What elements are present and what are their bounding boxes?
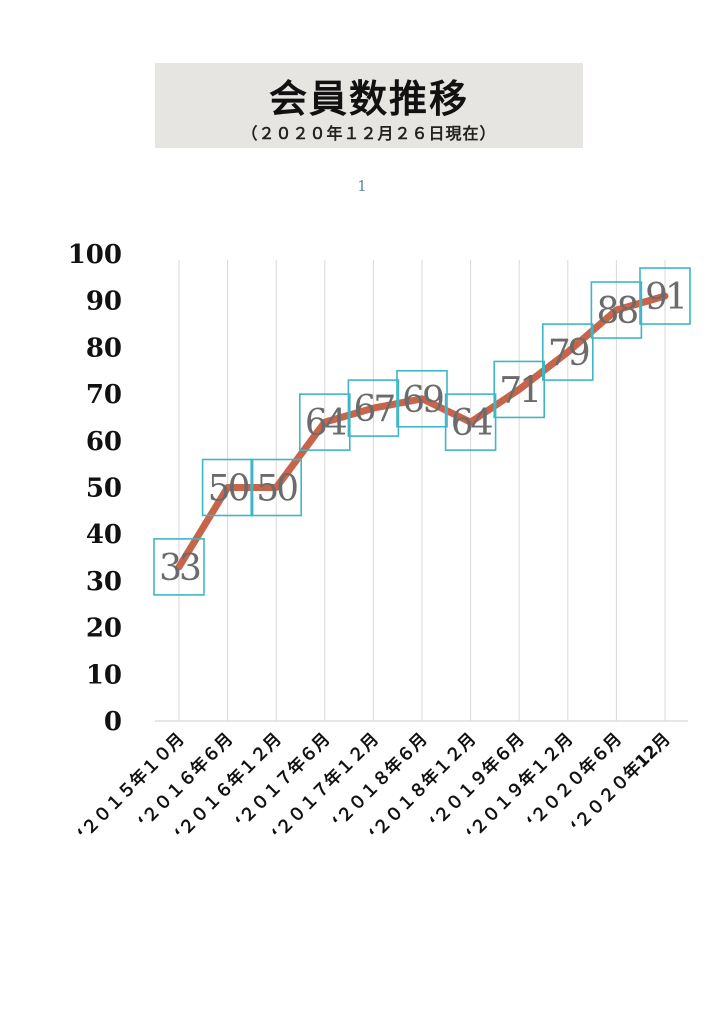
gridlines <box>178 260 666 721</box>
data-label-box <box>347 379 400 437</box>
y-tick-labels: 0 10 20 30 40 50 60 70 80 90 100 <box>68 240 122 737</box>
y-tick-label: 60 <box>86 427 122 457</box>
data-point <box>225 485 231 490</box>
y-tick-label: 10 <box>86 660 122 690</box>
chart-subtitle: （２０２０年１２月２６日現在） <box>241 124 497 143</box>
data-label-box <box>541 323 594 381</box>
data-label-box <box>298 393 351 451</box>
data-label: 64 <box>298 393 351 451</box>
y-tick-label: 30 <box>86 567 122 597</box>
y-tick-label: 40 <box>86 520 122 550</box>
data-label: 50 <box>201 458 254 517</box>
y-tick-label: 20 <box>86 614 122 644</box>
data-point <box>565 349 571 355</box>
data-point <box>370 405 376 411</box>
data-point <box>468 419 474 425</box>
data-label-text: 79 <box>548 333 589 374</box>
series-line-layer <box>175 292 669 571</box>
data-label-text: 91 <box>645 277 685 318</box>
data-label: 64 <box>444 393 497 451</box>
chart-title: 会員数推移 <box>268 77 469 121</box>
title-box: 会員数推移 （２０２０年１２月２６日現在） <box>155 63 583 148</box>
data-point <box>176 564 182 570</box>
page-number: 1 <box>357 177 367 195</box>
x-tick-labels: ‘２０１５年１０月‘２０１６年６月‘２０１６年１２月‘２０１７年６月‘２０１７年… <box>73 729 675 845</box>
data-label: 67 <box>347 379 400 437</box>
data-label-box <box>153 538 205 596</box>
data-label-text: 71 <box>499 370 539 411</box>
data-label: 69 <box>396 369 448 428</box>
data-label-box <box>201 458 254 517</box>
data-label: 50 <box>250 458 302 517</box>
data-label-box <box>444 393 497 451</box>
y-tick-label: 90 <box>86 287 122 317</box>
data-label: 91 <box>639 267 691 325</box>
data-label-box <box>590 281 643 339</box>
data-point <box>419 396 425 402</box>
data-point <box>516 386 522 392</box>
data-label-text: 64 <box>305 403 347 444</box>
y-tick-label: 70 <box>86 380 122 410</box>
data-label-box <box>639 267 691 325</box>
data-label-text: 50 <box>208 469 249 510</box>
data-label: 88 <box>590 281 643 339</box>
data-point <box>662 293 668 299</box>
data-point <box>273 485 279 490</box>
y-tick-label: 80 <box>86 333 122 363</box>
data-label-box <box>493 360 546 419</box>
data-label-text: 69 <box>402 380 443 421</box>
data-point <box>322 419 328 425</box>
data-label-text: 33 <box>159 548 200 589</box>
data-label-text: 88 <box>596 291 637 332</box>
data-label-text: 67 <box>353 389 394 430</box>
data-label-text: 50 <box>256 469 297 510</box>
y-tick-label: 100 <box>68 240 122 270</box>
data-label: 79 <box>541 323 594 381</box>
data-label-text: 64 <box>451 403 493 444</box>
y-tick-label: 0 <box>104 707 122 737</box>
data-label-box <box>250 458 302 517</box>
data-label: 71 <box>493 360 546 419</box>
data-point <box>613 307 619 313</box>
data-label: 33 <box>153 538 205 596</box>
data-label-box <box>396 369 448 428</box>
y-tick-label: 50 <box>86 474 122 504</box>
